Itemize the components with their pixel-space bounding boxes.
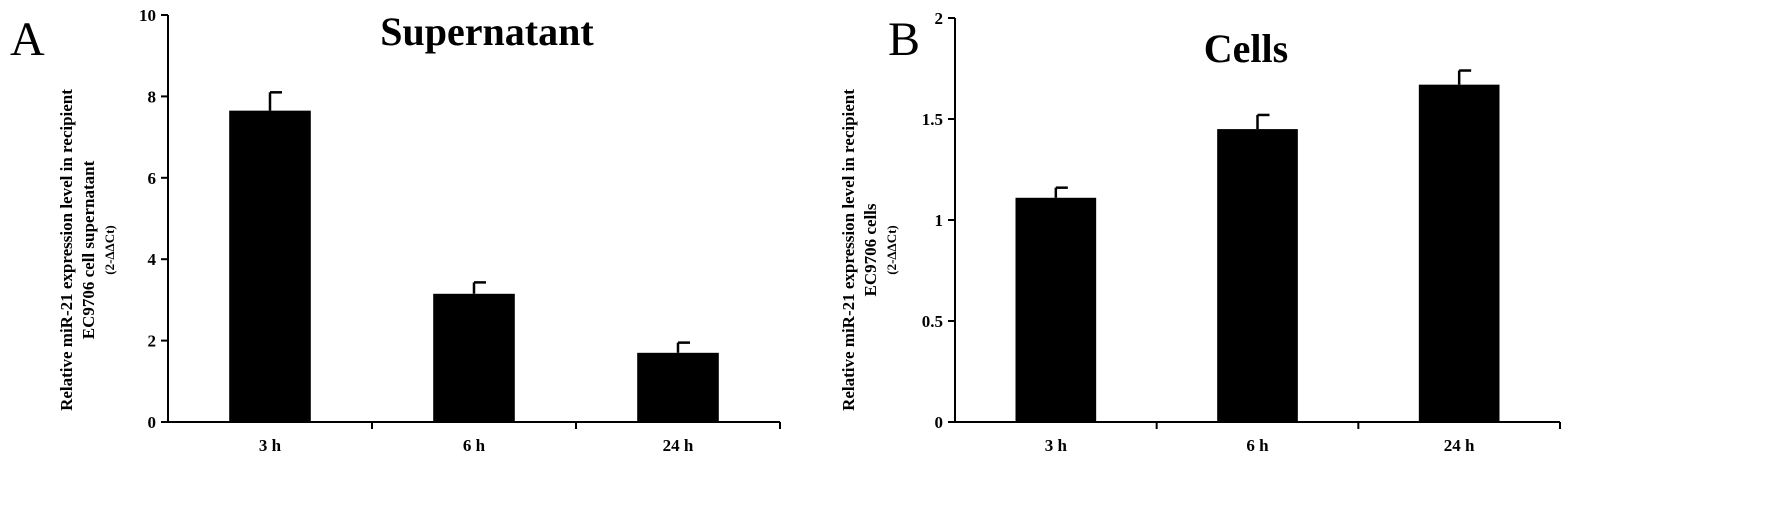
y-axis-title-line-1: Relative miR-21 expression level in reci… bbox=[57, 89, 76, 411]
y-axis-title-line-3: (2-ΔΔCt) bbox=[102, 225, 117, 275]
x-category-label: 3 h bbox=[1045, 436, 1068, 455]
chart-panel-b: B Cells Relative miR-21 expression level… bbox=[839, 9, 1561, 455]
x-category-label: 24 h bbox=[663, 436, 694, 455]
bar-1 bbox=[229, 110, 311, 423]
y-tick-label: 2 bbox=[935, 9, 944, 28]
panel-letter-b: B bbox=[888, 13, 920, 66]
plot-area-b: 0 0.5 1 1.5 2 3 h 6 h 24 h bbox=[922, 9, 1561, 455]
y-tick-label: 1.5 bbox=[922, 110, 943, 129]
y-axis-title-line-1: Relative miR-21 expression level in reci… bbox=[839, 89, 858, 411]
chart-title-b: Cells bbox=[1204, 26, 1288, 71]
x-category-label: 6 h bbox=[1246, 436, 1269, 455]
bar-3 bbox=[637, 352, 719, 422]
y-tick-label: 0 bbox=[935, 413, 944, 432]
plot-area-a: 0 2 4 6 8 10 3 h 6 h 24 h bbox=[139, 6, 781, 455]
y-tick-label: 1 bbox=[935, 211, 944, 230]
y-tick-label: 8 bbox=[148, 87, 157, 106]
y-tick-label: 0 bbox=[148, 413, 157, 432]
chart-title-a: Supernatant bbox=[380, 9, 594, 54]
y-axis-title-line-2: EC9706 cells bbox=[861, 203, 880, 296]
y-tick-label: 0.5 bbox=[922, 312, 943, 331]
bar-2 bbox=[1217, 129, 1298, 422]
y-axis-title-line-2: EC9706 cell supernatant bbox=[79, 160, 98, 339]
x-category-label: 3 h bbox=[259, 436, 282, 455]
x-category-label: 6 h bbox=[463, 436, 486, 455]
panel-letter-a: A bbox=[10, 13, 45, 66]
x-category-label: 24 h bbox=[1444, 436, 1475, 455]
y-tick-label: 2 bbox=[148, 332, 157, 351]
bar-2 bbox=[433, 293, 515, 422]
y-tick-label: 10 bbox=[139, 6, 156, 25]
y-axis-title-a: Relative miR-21 expression level in reci… bbox=[57, 89, 117, 411]
chart-panel-a: A Supernatant Relative miR-21 expression… bbox=[10, 6, 781, 455]
y-tick-label: 6 bbox=[148, 169, 157, 188]
y-axis-title-line-3: (2-ΔΔCt) bbox=[884, 225, 899, 275]
bar-1 bbox=[1015, 197, 1097, 422]
y-tick-label: 4 bbox=[148, 250, 157, 269]
bar-3 bbox=[1418, 84, 1500, 422]
y-axis-title-b: Relative miR-21 expression level in reci… bbox=[839, 89, 899, 411]
